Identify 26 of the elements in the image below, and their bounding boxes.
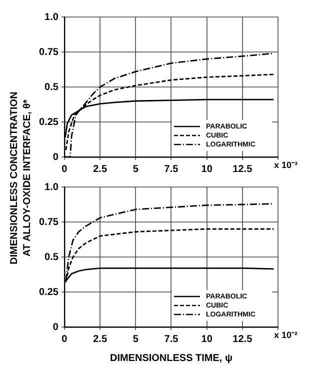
x-tick-label: 7.5 (164, 164, 179, 175)
text: x 10⁻² (274, 330, 298, 340)
y-tick-label: 0.5 (44, 82, 59, 93)
y-tick-label: 0 (52, 322, 59, 333)
x-tick-label: 10 (201, 164, 213, 175)
text: x 10⁻³ (274, 160, 298, 170)
x-axis-title: DIMENSIONLESS TIME, ψ (110, 352, 233, 364)
y-tick-label: 0 (52, 152, 59, 163)
x-tick-label: 10 (201, 334, 213, 345)
x-tick-label: 5 (132, 334, 139, 345)
x-tick-label: 2.5 (93, 334, 108, 345)
x-tick-label: 2.5 (93, 164, 108, 175)
x-tick-label: 12.5 (232, 334, 253, 345)
y-tick-label: 0.25 (38, 116, 59, 128)
y-tick-label: 0.75 (38, 46, 59, 58)
x-tick-label: 5 (132, 164, 139, 175)
y-tick-label: 1.0 (44, 182, 59, 193)
y-axis-title: DIMENSIONLESS CONCENTRATION AT ALLOY-OXIDE INTERFACE, θ* (8, 90, 34, 266)
y-tick-label: 0.25 (38, 286, 59, 298)
x-tick-label: 0 (62, 164, 68, 175)
x-tick-label: 0 (62, 334, 68, 345)
x-tick-label: 7.5 (164, 334, 179, 345)
y-tick-label: 1.0 (44, 12, 59, 23)
y-tick-label: 0.75 (38, 216, 59, 228)
x-tick-label: 12.5 (232, 164, 253, 175)
y-tick-label: 0.5 (44, 252, 59, 263)
